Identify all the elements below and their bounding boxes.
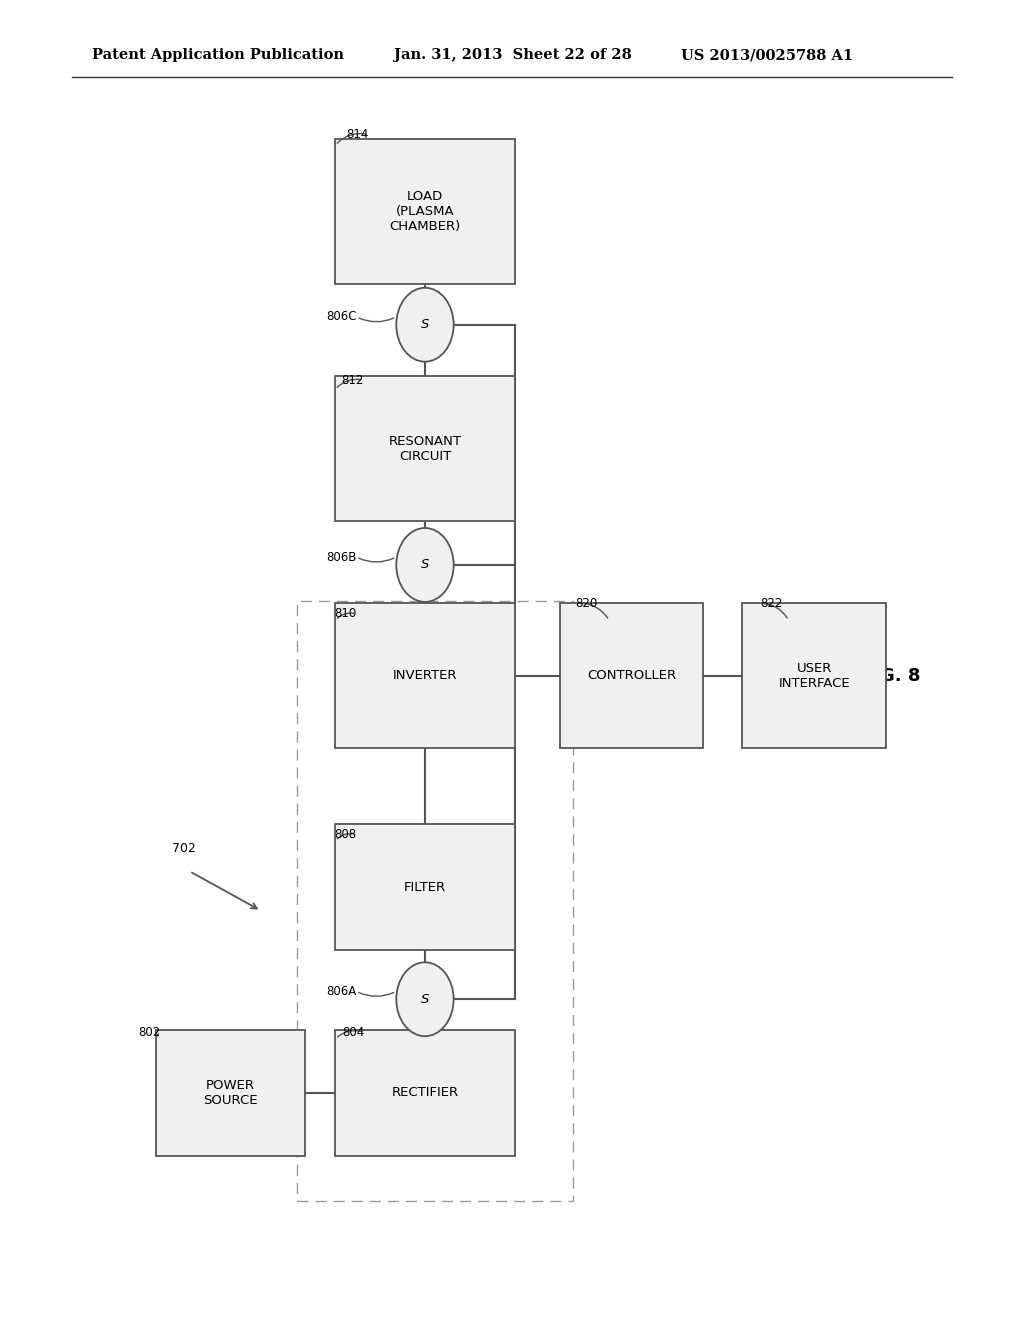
FancyBboxPatch shape [336,824,514,950]
Text: S: S [421,993,429,1006]
Text: FIG. 8: FIG. 8 [861,667,921,685]
Text: 810: 810 [334,607,356,620]
Text: CONTROLLER: CONTROLLER [587,669,677,682]
Text: 806C: 806C [326,310,356,323]
Text: 808: 808 [334,828,356,841]
FancyBboxPatch shape [157,1030,305,1156]
Text: 820: 820 [575,597,598,610]
Bar [297,601,573,1201]
FancyBboxPatch shape [560,603,703,748]
Text: POWER
SOURCE: POWER SOURCE [203,1078,258,1107]
Text: 822: 822 [760,597,782,610]
Text: 812: 812 [341,374,364,387]
Circle shape [396,288,454,362]
Text: Jan. 31, 2013  Sheet 22 of 28: Jan. 31, 2013 Sheet 22 of 28 [394,49,632,62]
Circle shape [396,962,454,1036]
Text: S: S [421,318,429,331]
Text: 814: 814 [346,128,369,141]
Text: Patent Application Publication: Patent Application Publication [92,49,344,62]
Text: 802: 802 [138,1026,161,1039]
FancyBboxPatch shape [742,603,886,748]
FancyBboxPatch shape [336,139,514,284]
FancyBboxPatch shape [336,376,514,521]
Circle shape [396,528,454,602]
FancyBboxPatch shape [336,1030,514,1156]
Text: 804: 804 [342,1026,365,1039]
Text: US 2013/0025788 A1: US 2013/0025788 A1 [681,49,853,62]
Text: USER
INTERFACE: USER INTERFACE [778,661,850,690]
Text: LOAD
(PLASMA
CHAMBER): LOAD (PLASMA CHAMBER) [389,190,461,232]
Text: S: S [421,558,429,572]
Text: 806A: 806A [326,985,356,998]
Text: 806B: 806B [326,550,356,564]
FancyBboxPatch shape [336,603,514,748]
Text: 702: 702 [172,842,197,855]
Text: RESONANT
CIRCUIT: RESONANT CIRCUIT [388,434,462,463]
Text: FILTER: FILTER [403,880,446,894]
Text: INVERTER: INVERTER [393,669,457,682]
Text: RECTIFIER: RECTIFIER [391,1086,459,1100]
